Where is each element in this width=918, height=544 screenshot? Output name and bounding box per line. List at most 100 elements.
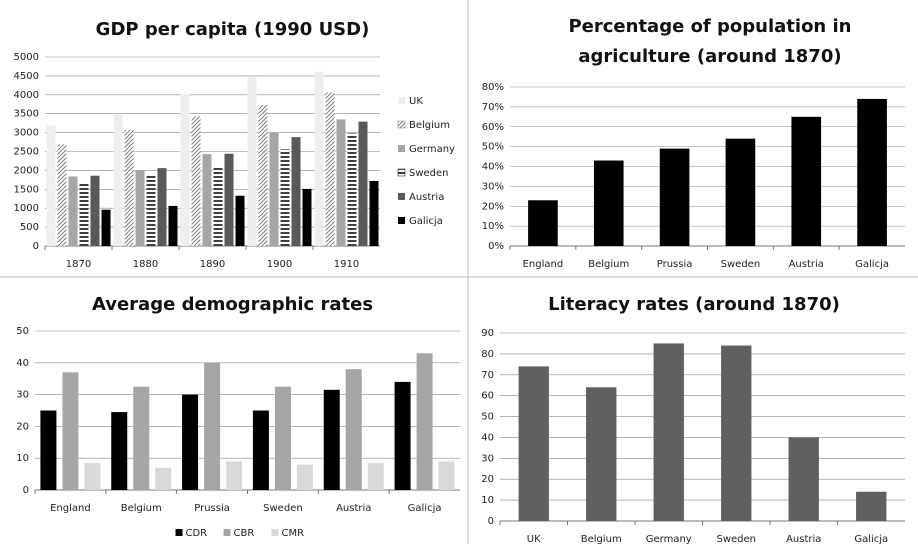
x-tick-label: Sweden [263, 503, 303, 514]
bar [274, 386, 291, 490]
y-tick-label: 40 [481, 432, 494, 443]
x-tick-label: 1880 [133, 259, 158, 270]
y-tick-label: 40% [482, 162, 504, 173]
bar [528, 200, 558, 246]
bar [111, 412, 128, 490]
y-tick-label: 70% [482, 102, 504, 113]
bar [46, 125, 56, 246]
x-tick-label: 1910 [334, 259, 359, 270]
y-tick-label: 2000 [14, 165, 39, 176]
chart-title: Percentage of population in agriculture … [568, 16, 852, 67]
bar [345, 369, 362, 490]
bar [124, 129, 134, 246]
y-tick-label: 4500 [14, 71, 39, 82]
y-tick-label: 3500 [14, 109, 39, 120]
bar [394, 381, 411, 490]
bar [258, 105, 268, 246]
bar [280, 149, 290, 246]
x-tick-label: Austria [786, 534, 821, 544]
x-tick-label: Sweden [716, 534, 756, 544]
x-tick-label: Galicja [855, 259, 889, 270]
bar [57, 144, 67, 246]
bar [168, 205, 178, 246]
y-tick-label: 80% [482, 82, 504, 93]
legend-label: CMR [282, 528, 305, 539]
y-tick-label: 3000 [14, 128, 39, 139]
x-tick-label: Galicja [854, 534, 888, 544]
legend-label: Sweden [409, 168, 449, 179]
y-tick-label: 0 [23, 485, 29, 496]
bar [659, 148, 690, 246]
legend-swatch [398, 217, 405, 224]
y-tick-label: 50 [16, 326, 29, 337]
bar [788, 437, 819, 521]
legend-label: CBR [234, 528, 255, 539]
x-tick-label: England [523, 259, 564, 270]
legend-label: Austria [409, 192, 444, 203]
x-tick-label: Sweden [721, 259, 761, 270]
y-tick-label: 30% [482, 181, 504, 192]
x-tick-label: Belgium [581, 534, 622, 544]
legend-swatch [271, 529, 279, 536]
x-tick-label: Belgium [588, 259, 629, 270]
bar [101, 209, 111, 246]
bar [146, 175, 156, 246]
y-tick-label: 60% [482, 122, 504, 133]
bar [79, 183, 89, 246]
bar [62, 372, 79, 490]
bar [135, 170, 145, 246]
legend-swatch [175, 529, 183, 536]
y-tick-label: 2500 [14, 147, 39, 158]
x-tick-label: 1890 [200, 259, 225, 270]
x-tick-label: Austria [336, 503, 371, 514]
bar [653, 343, 684, 521]
y-tick-label: 20 [481, 474, 494, 485]
bar [113, 114, 123, 247]
x-tick-label: Germany [646, 534, 692, 544]
bar [155, 467, 172, 490]
legend-swatch [398, 193, 405, 200]
x-tick-label: Prussia [194, 503, 230, 514]
y-tick-label: 50 [481, 412, 494, 423]
y-tick-label: 70 [481, 370, 494, 381]
chart-title: GDP per capita (1990 USD) [95, 19, 370, 40]
chart-title: Average demographic rates [91, 294, 374, 315]
legend-label: Belgium [409, 120, 450, 131]
legend-swatch [398, 97, 405, 104]
legend-label: CDR [186, 528, 208, 539]
y-tick-label: 60 [481, 391, 494, 402]
y-tick-label: 10 [16, 453, 29, 464]
bar [291, 137, 301, 246]
x-tick-label: Austria [789, 259, 824, 270]
bar [182, 394, 199, 490]
y-tick-label: 20 [16, 421, 29, 432]
bar [84, 462, 101, 490]
bar [725, 138, 756, 246]
x-tick-label: Galicja [408, 503, 442, 514]
bar [235, 195, 245, 246]
bar [856, 491, 887, 521]
y-tick-label: 0% [488, 241, 504, 252]
bar [68, 176, 78, 246]
x-tick-label: UK [527, 534, 541, 544]
bar [416, 353, 433, 490]
y-tick-label: 30 [16, 390, 29, 401]
x-tick-label: Prussia [657, 259, 693, 270]
x-tick-label: 1870 [66, 259, 91, 270]
bar [213, 166, 223, 246]
bar [369, 180, 379, 246]
bar [323, 389, 340, 490]
y-tick-label: 10 [481, 495, 494, 506]
bar [202, 154, 212, 246]
bar [226, 461, 243, 490]
y-tick-label: 80 [481, 349, 494, 360]
legend-swatch [397, 120, 406, 129]
y-tick-label: 0 [488, 516, 494, 527]
bar [721, 345, 752, 521]
bar [252, 410, 269, 490]
y-tick-label: 1500 [14, 184, 39, 195]
legend-label: UK [409, 96, 423, 107]
bar [518, 366, 549, 521]
legend-swatch [397, 168, 406, 177]
